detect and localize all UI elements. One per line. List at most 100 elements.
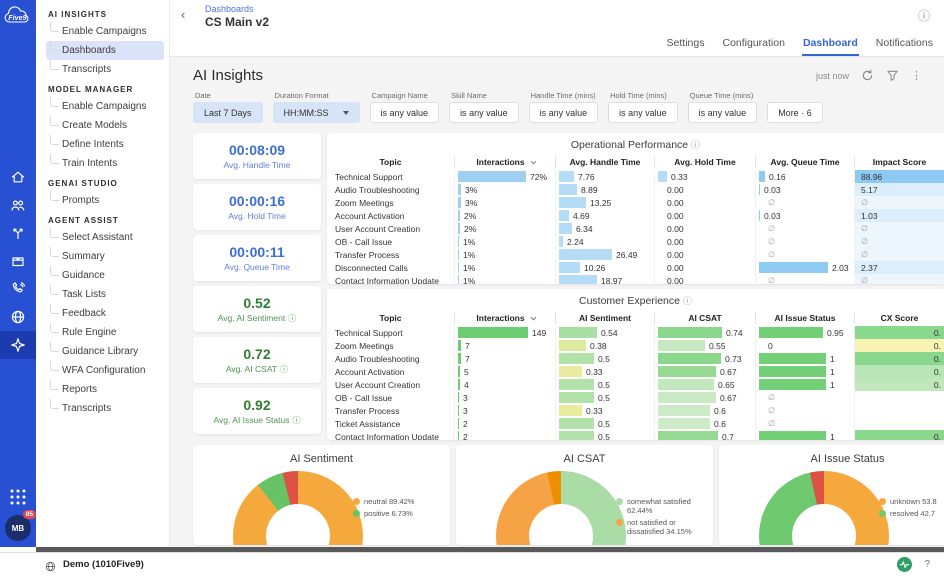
table-row[interactable]: Ticket Assistance20.50.6∅ <box>327 417 944 430</box>
rail-icon-call-split[interactable] <box>0 219 36 247</box>
sidebar-item-enable-campaigns[interactable]: Enable Campaigns <box>46 97 164 116</box>
table-row[interactable]: Technical Support1490.540.740.950. <box>327 326 944 339</box>
sidebar-item-wfa-configuration[interactable]: WFA Configuration <box>46 361 164 380</box>
table-row[interactable]: User Account Creation40.50.6510. <box>327 378 944 391</box>
sidebar-item-define-intents[interactable]: Define Intents <box>46 135 164 154</box>
table-row[interactable]: Contact Information Update20.50.710. <box>327 430 944 440</box>
table-row[interactable]: Contact Information Update1%18.970.00∅∅ <box>327 274 944 284</box>
apps-grid-icon[interactable] <box>9 488 27 506</box>
kpi-tile-avg-hold-time[interactable]: 00:00:16Avg. Hold Time <box>193 184 321 230</box>
rail-icon-phone-outbound[interactable] <box>0 275 36 303</box>
kpi-tile-avg-ai-csat[interactable]: 0.72Avg. AI CSATⓘ <box>193 337 321 383</box>
tab-dashboard[interactable]: Dashboard <box>802 31 859 56</box>
sidebar-item-guidance[interactable]: Guidance <box>46 266 164 285</box>
donut-chart[interactable] <box>233 471 363 545</box>
chart-legend: unknown 53.8resolved 42.7 <box>879 497 944 521</box>
info-icon[interactable]: ⓘ <box>292 415 300 426</box>
info-icon[interactable]: ⓘ <box>683 296 692 306</box>
system-health-icon[interactable] <box>897 557 912 572</box>
back-chevron-icon[interactable]: ‹ <box>181 7 185 22</box>
donut-chart[interactable] <box>759 471 889 545</box>
table-row[interactable]: Audio Troubleshooting70.50.7310. <box>327 352 944 365</box>
kpi-tile-avg-ai-issue-status[interactable]: 0.92Avg. AI Issue Statusⓘ <box>193 388 321 434</box>
filter-chip[interactable]: More · 6 <box>767 102 823 123</box>
rail-icon-package[interactable] <box>0 247 36 275</box>
user-avatar[interactable]: MB 85 <box>5 515 31 541</box>
help-icon[interactable]: ? <box>924 559 930 570</box>
sidebar-item-dashboards[interactable]: Dashboards <box>46 41 164 60</box>
table-row[interactable]: OB - Call Issue30.50.67∅ <box>327 391 944 404</box>
table-row[interactable]: Zoom Meetings70.380.5500. <box>327 339 944 352</box>
filter-duration-format: Duration FormatHH:MM:SS <box>273 91 360 123</box>
table-row[interactable]: Transfer Process30.330.6∅ <box>327 404 944 417</box>
filter-chip[interactable]: is any value <box>529 102 599 123</box>
table-row[interactable]: Audio Troubleshooting3%8.890.000.035.17 <box>327 183 944 196</box>
sidebar-item-guidance-library[interactable]: Guidance Library <box>46 342 164 361</box>
sidebar-item-create-models[interactable]: Create Models <box>46 116 164 135</box>
cell-impact: 5.17 <box>854 183 944 196</box>
sidebar-item-transcripts[interactable]: Transcripts <box>46 60 164 79</box>
sort-chevron-icon[interactable] <box>530 159 536 165</box>
sidebar-item-rule-engine[interactable]: Rule Engine <box>46 323 164 342</box>
sidebar-item-feedback[interactable]: Feedback <box>46 304 164 323</box>
cell-topic: Account Activation <box>327 209 454 222</box>
rail-icon-home[interactable] <box>0 163 36 191</box>
cell-csat: 0.55 <box>654 339 755 352</box>
rail-icon-globe[interactable] <box>0 303 36 331</box>
kpi-tile-avg-queue-time[interactable]: 00:00:11Avg. Queue Time <box>193 235 321 281</box>
table-row[interactable]: Technical Support72%7.760.330.1688.96 <box>327 170 944 183</box>
kpi-tile-avg-ai-sentiment[interactable]: 0.52Avg. AI Sentimentⓘ <box>193 286 321 332</box>
info-icon[interactable]: ⓘ <box>288 313 296 324</box>
cell-aht: 4.69 <box>555 209 654 222</box>
table-row[interactable]: OB - Call Issue1%2.240.00∅∅ <box>327 235 944 248</box>
cell-aht: 2.24 <box>555 235 654 248</box>
filter-funnel-icon[interactable] <box>886 69 899 82</box>
breadcrumb[interactable]: Dashboards <box>205 4 254 14</box>
cell-hold: 0.00 <box>654 222 755 235</box>
column-header-interactions[interactable]: Interactions <box>454 156 555 168</box>
sort-chevron-icon[interactable] <box>530 315 536 321</box>
tab-configuration[interactable]: Configuration <box>721 31 785 56</box>
filter-chip[interactable]: is any value <box>449 102 519 123</box>
tab-notifications[interactable]: Notifications <box>875 31 934 56</box>
cell-topic: Technical Support <box>327 170 454 183</box>
filter-chip[interactable]: is any value <box>608 102 678 123</box>
column-header-interactions[interactable]: Interactions <box>454 312 555 324</box>
five9-logo[interactable]: Five9 <box>0 0 36 34</box>
info-icon[interactable]: ⓘ <box>918 7 930 24</box>
table-row[interactable]: Account Activation2%4.690.000.031.03 <box>327 209 944 222</box>
sidebar-item-enable-campaigns[interactable]: Enable Campaigns <box>46 22 164 41</box>
table-row[interactable]: Transfer Process1%26.490.00∅∅ <box>327 248 944 261</box>
table-row[interactable]: User Account Creation2%6.340.00∅∅ <box>327 222 944 235</box>
rail-icon-users[interactable] <box>0 191 36 219</box>
sidebar-item-train-intents[interactable]: Train Intents <box>46 154 164 173</box>
info-icon[interactable]: ⓘ <box>691 140 700 150</box>
column-header-ai-issue-status: AI Issue Status <box>755 312 854 324</box>
sidebar-section-title: AI INSIGHTS <box>36 4 169 22</box>
value-bar <box>759 171 765 182</box>
table-row[interactable]: Account Activation50.330.6710. <box>327 365 944 378</box>
kpi-tile-avg-handle-time[interactable]: 00:08:09Avg. Handle Time <box>193 133 321 179</box>
tab-settings[interactable]: Settings <box>666 31 706 56</box>
filter-chip[interactable]: is any value <box>370 102 440 123</box>
filter-chip[interactable]: Last 7 Days <box>193 102 263 123</box>
sidebar-item-prompts[interactable]: Prompts <box>46 191 164 210</box>
filter-label: Skill Name <box>449 91 519 100</box>
sidebar-item-summary[interactable]: Summary <box>46 247 164 266</box>
table-row[interactable]: Zoom Meetings3%13.250.00∅∅ <box>327 196 944 209</box>
info-icon[interactable]: ⓘ <box>280 364 288 375</box>
refresh-icon[interactable] <box>861 69 874 82</box>
filter-chip[interactable]: is any value <box>688 102 758 123</box>
donut-chart[interactable] <box>496 471 626 545</box>
cell-issue: ∅ <box>755 417 854 430</box>
rail-icon-ai-assist[interactable] <box>0 331 36 359</box>
sidebar-item-select-assistant[interactable]: Select Assistant <box>46 228 164 247</box>
sidebar-item-task-lists[interactable]: Task Lists <box>46 285 164 304</box>
sidebar-item-reports[interactable]: Reports <box>46 380 164 399</box>
filter-chip[interactable]: HH:MM:SS <box>273 102 360 123</box>
filter-label: Hold Time (mins) <box>608 91 678 100</box>
sidebar-item-transcripts[interactable]: Transcripts <box>46 399 164 418</box>
more-options-icon[interactable]: ⋮ <box>911 69 922 82</box>
table-row[interactable]: Disconnected Calls1%10.260.002.032.37 <box>327 261 944 274</box>
cell-issue: 0 <box>755 339 854 352</box>
